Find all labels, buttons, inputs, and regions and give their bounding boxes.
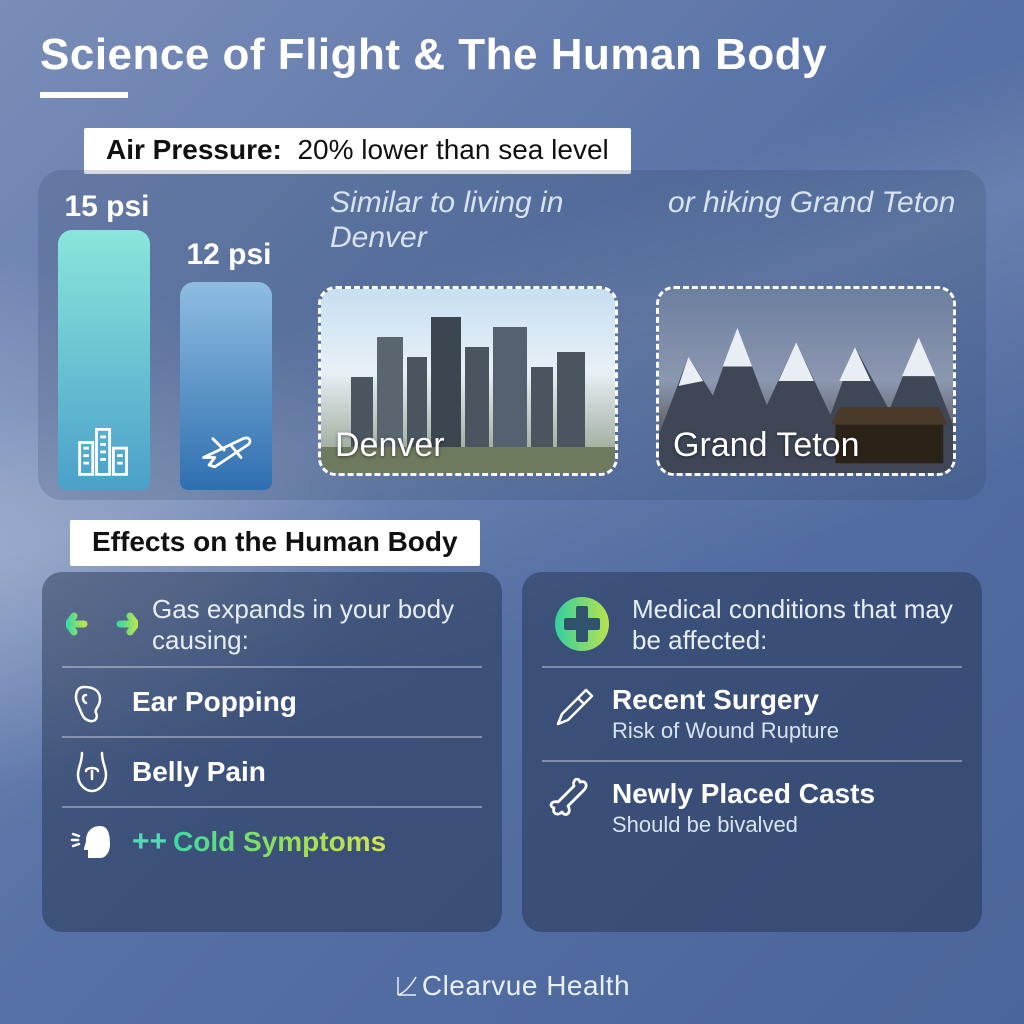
bar-label-1: 15 psi (52, 190, 162, 224)
denver-caption: Similar to living in Denver (330, 186, 630, 255)
condition-row: Recent Surgery Risk of Wound Rupture (542, 666, 962, 760)
teton-caption: or hiking Grand Teton (668, 186, 968, 221)
air-pressure-pill: Air Pressure: 20% lower than sea level (84, 128, 631, 174)
effects-left-panel: Gas expands in your body causing: Ear Po… (42, 572, 502, 932)
effect-row: Belly Pain (62, 736, 482, 806)
teton-image: Grand Teton (656, 286, 956, 476)
bone-icon (548, 778, 596, 826)
expand-arrows-icon (66, 594, 138, 654)
condition-text: Newly Placed Casts (612, 778, 875, 810)
effects-right-panel: Medical conditions that may be affected:… (522, 572, 982, 932)
brand-logo-icon (394, 973, 420, 999)
plane-icon (196, 420, 256, 480)
condition-text: Recent Surgery (612, 684, 839, 716)
effect-text: Ear Popping (132, 686, 297, 718)
page-title: Science of Flight & The Human Body (40, 30, 827, 80)
city-icon (74, 420, 134, 480)
effect-text: Belly Pain (132, 756, 266, 788)
belly-icon (68, 748, 116, 796)
condition-sub: Risk of Wound Rupture (612, 718, 839, 744)
effects-pill: Effects on the Human Body (70, 520, 480, 566)
footer-brand: Clearvue Health (0, 970, 1024, 1002)
denver-image: Denver (318, 286, 618, 476)
medical-cross-icon (546, 594, 618, 654)
bar-sea-level (58, 230, 150, 490)
effect-row: Ear Popping (62, 666, 482, 736)
scalpel-icon (548, 684, 596, 732)
effect-text-cold: ++Cold Symptoms (132, 825, 386, 859)
bar-flight (180, 282, 272, 490)
cough-icon (68, 818, 116, 866)
title-underline (40, 92, 128, 98)
ear-icon (68, 678, 116, 726)
effect-row: ++Cold Symptoms (62, 806, 482, 876)
teton-label: Grand Teton (673, 426, 860, 465)
denver-label: Denver (335, 426, 445, 465)
bar-label-2: 12 psi (174, 238, 284, 272)
psi-bar-chart: 15 psi 12 psi (58, 190, 298, 490)
left-panel-heading: Gas expands in your body causing: (152, 594, 478, 656)
right-panel-heading: Medical conditions that may be affected: (632, 594, 958, 656)
condition-row: Newly Placed Casts Should be bivalved (542, 760, 962, 854)
condition-sub: Should be bivalved (612, 812, 875, 838)
